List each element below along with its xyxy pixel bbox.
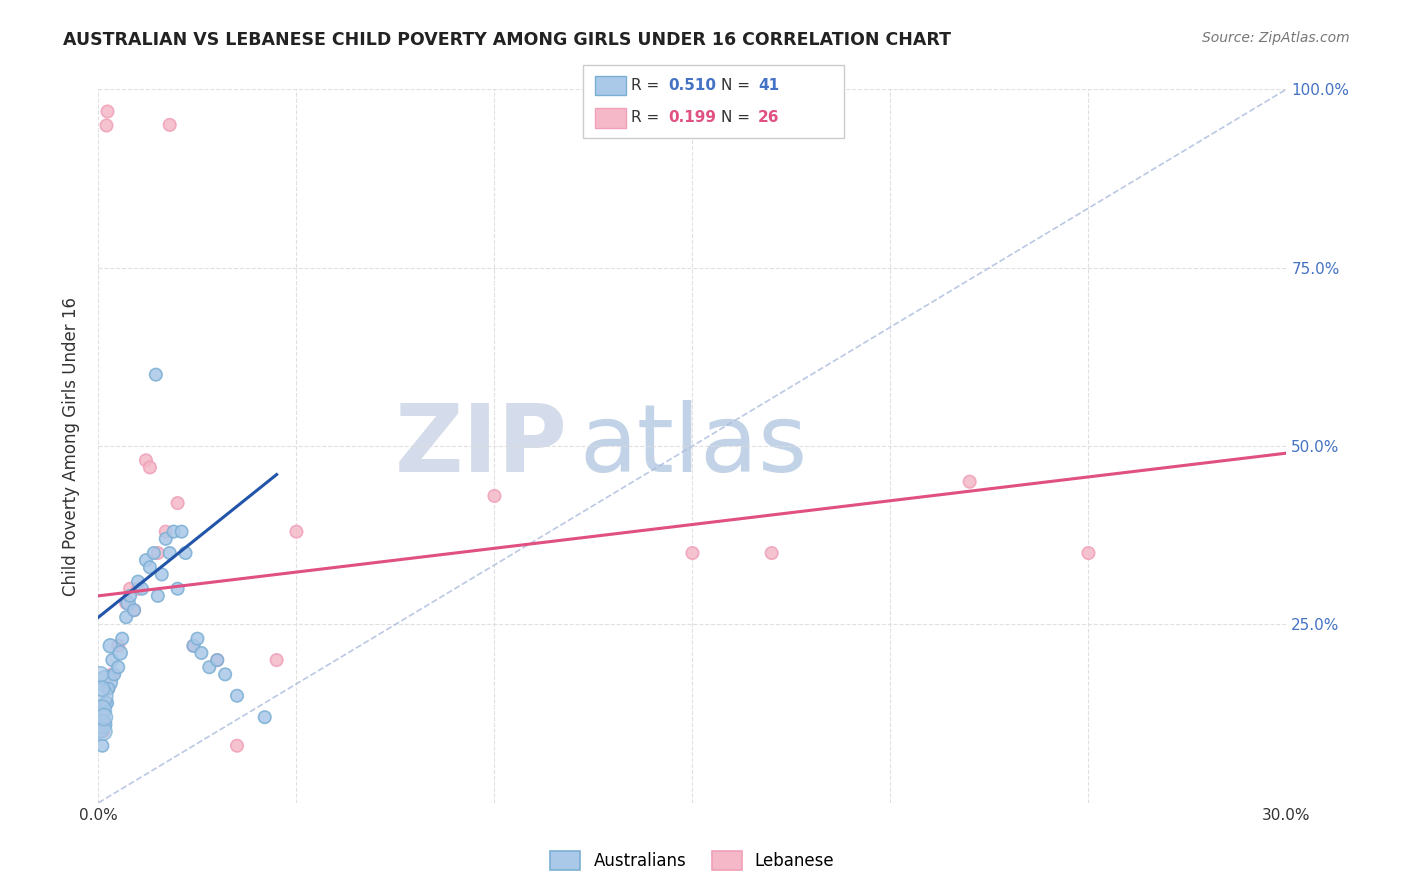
Text: 41: 41	[758, 78, 779, 93]
Point	[94, 696, 117, 710]
Point	[150, 567, 173, 582]
Point	[159, 118, 181, 132]
Point	[93, 703, 115, 717]
Point	[170, 524, 193, 539]
Point	[107, 639, 129, 653]
Point	[146, 546, 169, 560]
Text: 0.510: 0.510	[668, 78, 716, 93]
Point	[90, 724, 112, 739]
Point	[120, 582, 142, 596]
Point	[682, 546, 704, 560]
Point	[90, 710, 112, 724]
Point	[108, 646, 131, 660]
Point	[183, 639, 205, 653]
Point	[96, 696, 118, 710]
Point	[122, 603, 145, 617]
Point	[1077, 546, 1099, 560]
Point	[155, 524, 177, 539]
Point	[226, 739, 249, 753]
Point	[94, 118, 117, 132]
Point	[127, 582, 149, 596]
Text: ZIP: ZIP	[395, 400, 568, 492]
Point	[166, 496, 188, 510]
Point	[90, 667, 112, 681]
Point	[761, 546, 783, 560]
Point	[174, 546, 197, 560]
Point	[266, 653, 288, 667]
Point	[101, 667, 124, 681]
Point	[122, 603, 145, 617]
Point	[190, 646, 212, 660]
Point	[166, 582, 188, 596]
Point	[91, 724, 114, 739]
Point	[91, 717, 114, 731]
Point	[111, 632, 134, 646]
Point	[117, 596, 139, 610]
Point	[214, 667, 236, 681]
Point	[146, 589, 169, 603]
Text: 26: 26	[758, 111, 779, 125]
Point	[135, 553, 157, 567]
Text: atlas: atlas	[579, 400, 808, 492]
Point	[135, 453, 157, 467]
Point	[91, 681, 114, 696]
Point	[101, 653, 124, 667]
Text: R =: R =	[631, 78, 665, 93]
Point	[91, 739, 114, 753]
Point	[131, 582, 153, 596]
Point	[90, 689, 112, 703]
Point	[139, 460, 162, 475]
Point	[226, 689, 249, 703]
Point	[183, 639, 205, 653]
Point	[96, 103, 118, 118]
Point	[145, 368, 167, 382]
Text: N =: N =	[721, 111, 755, 125]
Text: R =: R =	[631, 111, 665, 125]
Point	[142, 546, 165, 560]
Text: Source: ZipAtlas.com: Source: ZipAtlas.com	[1202, 31, 1350, 45]
Point	[93, 710, 115, 724]
Point	[94, 717, 117, 731]
Point	[120, 589, 142, 603]
Point	[285, 524, 308, 539]
Point	[107, 660, 129, 674]
Point	[94, 696, 117, 710]
Point	[115, 596, 138, 610]
Point	[115, 610, 138, 624]
Text: AUSTRALIAN VS LEBANESE CHILD POVERTY AMONG GIRLS UNDER 16 CORRELATION CHART: AUSTRALIAN VS LEBANESE CHILD POVERTY AMO…	[63, 31, 952, 49]
Point	[959, 475, 981, 489]
Point	[186, 632, 208, 646]
Point	[98, 639, 121, 653]
Point	[198, 660, 221, 674]
Point	[103, 667, 125, 681]
Point	[91, 710, 114, 724]
Point	[127, 574, 149, 589]
Point	[253, 710, 276, 724]
Point	[139, 560, 162, 574]
Point	[207, 653, 229, 667]
Legend: Australians, Lebanese: Australians, Lebanese	[544, 844, 841, 877]
Text: 0.199: 0.199	[668, 111, 716, 125]
Y-axis label: Child Poverty Among Girls Under 16: Child Poverty Among Girls Under 16	[62, 296, 80, 596]
Point	[159, 546, 181, 560]
Point	[97, 681, 120, 696]
Text: N =: N =	[721, 78, 755, 93]
Point	[96, 674, 118, 689]
Point	[207, 653, 229, 667]
Point	[97, 681, 120, 696]
Point	[163, 524, 186, 539]
Point	[91, 724, 114, 739]
Point	[155, 532, 177, 546]
Point	[484, 489, 506, 503]
Point	[90, 703, 112, 717]
